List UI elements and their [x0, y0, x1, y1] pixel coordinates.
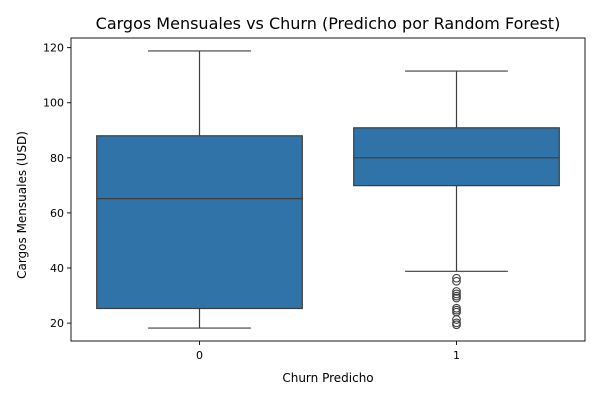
chart-title: Cargos Mensuales vs Churn (Predicho por …	[96, 14, 561, 33]
y-axis-label: Cargos Mensuales (USD)	[15, 131, 29, 279]
y-tick-label-60: 60	[50, 207, 64, 220]
y-tick-label-40: 40	[50, 262, 64, 275]
outlier-point-cat-1-3	[452, 287, 461, 296]
iqr-box-cat-1	[353, 127, 560, 187]
outlier-point-cat-1-10	[452, 315, 461, 324]
x-tick-label-0: 0	[196, 349, 203, 362]
outlier-point-cat-1-2	[452, 276, 461, 286]
x-tick-label-1: 1	[453, 349, 460, 362]
outlier-point-cat-1-4	[452, 289, 461, 299]
y-tick-label-120: 120	[43, 42, 64, 55]
iqr-box-cat-0	[96, 135, 303, 310]
y-tick-label-100: 100	[43, 97, 64, 110]
plot-area: 20 40 60 80 100 120 0 1	[43, 37, 586, 362]
y-tick-label-20: 20	[50, 317, 64, 330]
plot-frame	[70, 37, 586, 342]
outlier-point-cat-1-6	[452, 293, 461, 303]
x-axis-label: Churn Predicho	[282, 371, 373, 385]
outlier-point-cat-1-1	[452, 273, 461, 283]
outlier-point-cat-1-12	[452, 320, 461, 330]
y-tick-label-80: 80	[50, 152, 64, 165]
